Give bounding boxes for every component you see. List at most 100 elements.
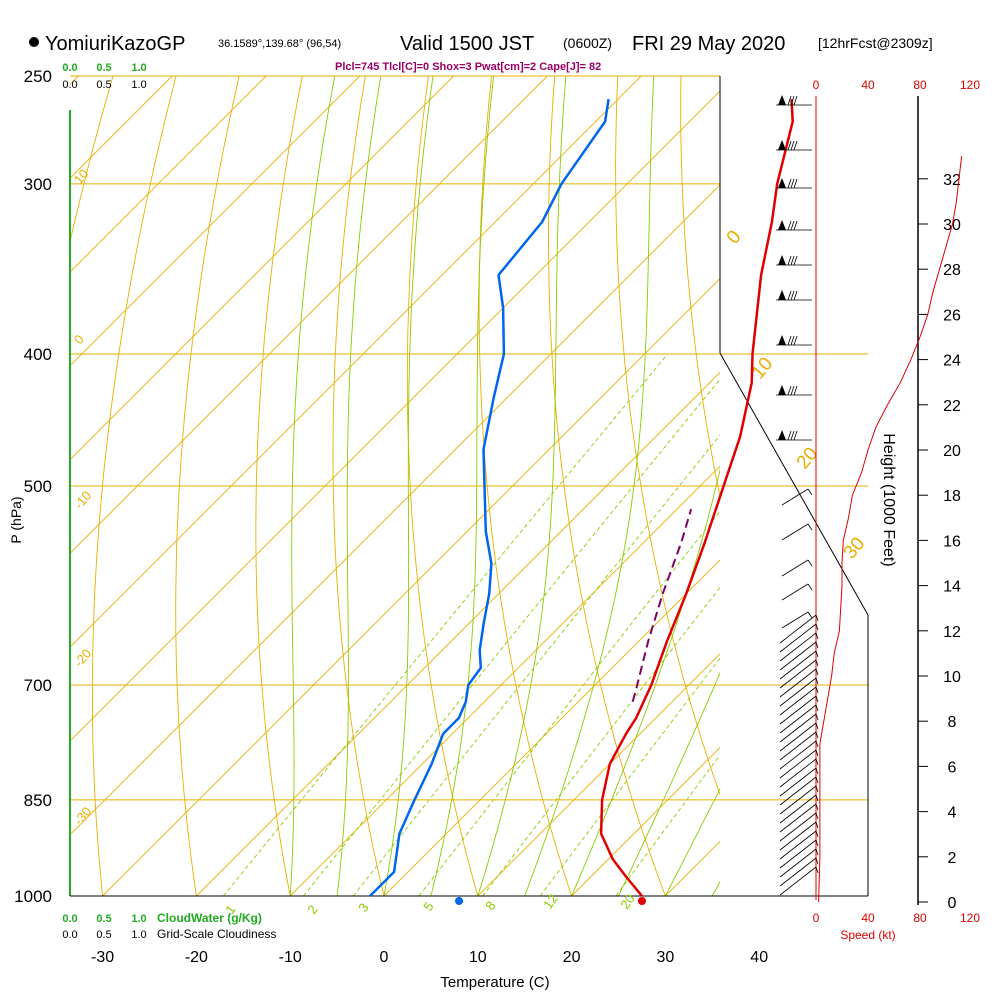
cloudiness-tick-top: 0.0 [62, 79, 77, 91]
isotherm-label: 0 [723, 227, 746, 249]
mixing-ratio-line [539, 657, 720, 896]
isotherm-label: -20 [71, 646, 95, 670]
cloudiness-tick-bottom: 0.0 [62, 929, 77, 941]
wind-speed-profile [818, 156, 963, 903]
dry-adiabat [615, 76, 720, 796]
wind-barb [779, 713, 819, 743]
cloudwater-tick-bottom: 0.0 [62, 913, 77, 925]
dry-adiabat [91, 76, 177, 896]
valid-date: FRI 29 May 2020 [632, 33, 785, 55]
height-tick-label: 18 [943, 488, 961, 505]
wind-barb [779, 839, 819, 869]
dry-adiabat [406, 76, 479, 896]
isotherm-label: 20 [793, 444, 823, 474]
wind-barb [779, 749, 819, 779]
temperature-tick-label: 20 [563, 949, 581, 966]
wind-barb [779, 758, 819, 788]
wind-barb [781, 611, 813, 629]
mixing-ratio-label: 3 [355, 900, 371, 915]
dry-adiabat [255, 76, 303, 896]
dry-adiabat [478, 76, 573, 896]
height-tick-label: 4 [948, 805, 957, 822]
temperature-tick-label: 40 [750, 949, 768, 966]
pressure-tick-label: 700 [24, 676, 52, 695]
moist-adiabat [524, 76, 655, 896]
cloudiness-tick-top: 0.5 [96, 79, 111, 91]
wind-barb [776, 220, 812, 231]
wind-barb [779, 641, 819, 671]
mixing-ratio-label: 20 [617, 891, 638, 911]
moist-adiabat [430, 76, 495, 896]
wind-barb [781, 559, 813, 577]
height-tick-label: 2 [948, 850, 957, 867]
surface-temperature-marker [637, 897, 646, 905]
speed-tick-top: 120 [960, 78, 980, 92]
dry-adiabat [548, 76, 666, 896]
wind-barb [779, 695, 819, 725]
temperature-tick-label: 30 [657, 949, 675, 966]
isotherm-line [70, 76, 267, 273]
isotherm-label: 0 [71, 332, 87, 347]
valid-zulu: (0600Z) [563, 35, 612, 51]
height-tick-label: 28 [943, 262, 961, 279]
speed-tick-top: 0 [813, 78, 820, 92]
temperature-tick-label: -30 [91, 949, 114, 966]
wind-barb [779, 803, 819, 833]
dry-adiabat [680, 76, 720, 499]
moist-adiabat [477, 76, 567, 896]
surface-dewpoint-marker [455, 897, 464, 905]
pressure-tick-label: 400 [24, 345, 52, 364]
cloudwater-label: CloudWater (g/Kg) [157, 911, 262, 925]
moist-adiabat [571, 468, 720, 896]
cloudiness-tick-bottom: 1.0 [131, 929, 146, 941]
wind-barb [779, 767, 819, 797]
cloudiness-tick-bottom: 0.5 [96, 929, 111, 941]
temperature-tick-label: -20 [185, 949, 208, 966]
pressure-tick-label: 300 [24, 175, 52, 194]
site-coords: 36.1589°,139.68° (96,54) [218, 38, 341, 50]
wind-barb [779, 632, 819, 662]
valid-time: Valid 1500 JST [400, 33, 534, 55]
cloudwater-tick-top: 1.0 [131, 62, 146, 74]
moist-adiabat [618, 671, 720, 896]
wind-barb [779, 614, 819, 644]
cloudiness-tick-top: 1.0 [131, 79, 146, 91]
isotherm-line [853, 76, 1000, 896]
wind-barb [776, 178, 812, 189]
height-tick-label: 32 [943, 172, 961, 189]
temperature-profile [599, 99, 794, 897]
speed-tick-top: 80 [913, 78, 927, 92]
moist-adiabat [664, 787, 720, 896]
cloudiness-label: Grid-Scale Cloudiness [157, 927, 276, 941]
dewpoint-profile [369, 99, 610, 897]
height-tick-label: 20 [943, 443, 961, 460]
dry-adiabat [996, 76, 1000, 896]
mixing-ratio-line [352, 434, 720, 896]
height-axis-label: Height (1000 Feet) [880, 433, 897, 566]
height-tick-label: 0 [948, 895, 957, 912]
plot-frame-edge [719, 76, 869, 896]
temperature-tick-label: -10 [279, 949, 302, 966]
site-name: YomiuriKazoGP [45, 33, 185, 55]
wind-barb [779, 866, 819, 896]
wind-barb [781, 523, 813, 541]
wind-barb [776, 335, 812, 346]
height-tick-label: 10 [943, 669, 961, 686]
stability-indices: Plcl=745 Tlcl[C]=0 Shox=3 Pwat[cm]=2 Cap… [335, 61, 601, 73]
wind-barb [779, 668, 819, 698]
mixing-ratio-label: 5 [420, 899, 436, 914]
wind-barb [779, 830, 819, 860]
height-tick-label: 8 [948, 714, 957, 731]
dry-adiabat [933, 76, 1000, 896]
forecast-label: [12hrFcst@2309z] [818, 35, 933, 51]
height-tick-label: 26 [943, 307, 961, 324]
wind-barb [776, 290, 812, 301]
temperature-tick-label: 0 [380, 949, 389, 966]
isotherm-line [383, 559, 720, 896]
pressure-tick-label: 1000 [14, 887, 52, 906]
mixing-ratio-label: 12 [540, 891, 561, 911]
isotherm-line [477, 653, 720, 896]
speed-tick-bottom: 40 [861, 911, 875, 925]
